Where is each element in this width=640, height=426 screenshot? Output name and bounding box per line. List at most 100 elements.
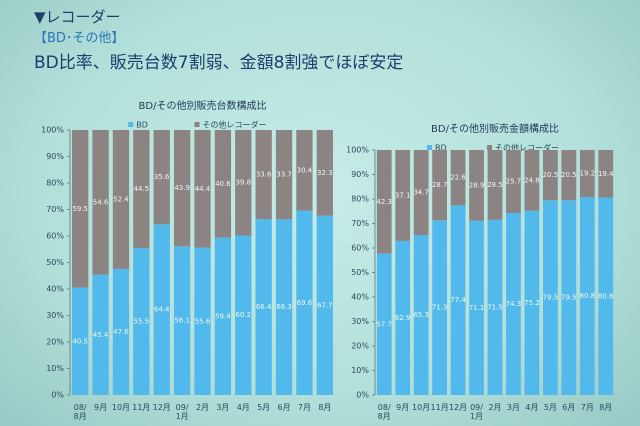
bar-segment (72, 287, 89, 395)
subsection-title: 【BD･その他】 (34, 31, 125, 46)
bar-segment (432, 220, 447, 395)
x-tick-label: 7月 (297, 403, 311, 412)
value-label: 64.4 (154, 306, 170, 314)
value-label: 80.8 (580, 292, 596, 300)
bar-segment (487, 219, 503, 395)
x-tick-label: 5月 (257, 403, 271, 412)
value-label: 80.6 (598, 292, 614, 300)
x-tick-label: 5月 (543, 403, 557, 412)
y-tick-label: 10% (46, 364, 64, 373)
y-tick-label: 50% (351, 268, 369, 277)
y-tick-label: 60% (351, 244, 369, 253)
y-tick-label: 80% (46, 179, 64, 188)
x-tick-label: 08/ 8月 (377, 403, 391, 421)
bar-segment (92, 130, 109, 275)
value-label: 28.7 (432, 181, 448, 189)
y-tick-label: 70% (46, 205, 64, 214)
y-tick-label: 100% (346, 146, 369, 155)
x-tick-label: 8月 (318, 403, 332, 412)
bar-segment (561, 150, 577, 201)
value-label: 60.2 (235, 311, 251, 319)
x-tick-label: 9月 (94, 403, 108, 412)
value-label: 55.6 (195, 317, 211, 325)
y-tick-label: 20% (351, 342, 369, 351)
bar-segment (432, 150, 447, 221)
bar-segment (543, 150, 558, 201)
y-tick-label: 90% (351, 170, 369, 179)
bar-segment (395, 240, 411, 395)
bar-segment (235, 235, 252, 395)
x-tick-label: 4月 (236, 403, 250, 412)
x-tick-label: 08/ 8月 (73, 403, 87, 421)
legend-swatch (487, 145, 492, 150)
x-tick-label: 3月 (216, 403, 230, 412)
value-label: 45.4 (93, 331, 109, 339)
x-tick-label: 10月 (111, 403, 131, 412)
bar-segment (395, 150, 411, 241)
bar-segment (376, 253, 392, 395)
bar-segment (214, 237, 232, 395)
bar-segment (543, 200, 558, 395)
bar-segment (275, 130, 293, 220)
bar-segment (376, 150, 392, 254)
value-label: 65.3 (413, 311, 429, 319)
headline: BD比率、販売台数7割弱、金額8割強でほぼ安定 (34, 53, 404, 73)
legend-swatch (427, 145, 432, 150)
bar-segment (235, 130, 252, 236)
bar-segment (579, 197, 595, 395)
value-label: 77.4 (450, 296, 466, 304)
legend-label: その他レコーダー (203, 120, 267, 130)
bar-segment (296, 130, 313, 211)
value-label: 75.2 (524, 299, 540, 307)
bar-segment (112, 268, 130, 395)
value-label: 19.4 (598, 170, 614, 178)
value-label: 57.7 (376, 320, 392, 328)
legend-label: BD (435, 144, 447, 153)
y-tick-label: 30% (46, 311, 64, 320)
bar-segment (561, 200, 577, 395)
value-label: 59.4 (215, 312, 231, 320)
bar-segment (524, 210, 540, 395)
value-label: 67.7 (317, 301, 333, 309)
x-tick-label: 11月 (132, 403, 151, 412)
value-label: 69.6 (297, 299, 313, 307)
value-label: 74.3 (506, 300, 522, 308)
value-label: 54.6 (93, 198, 109, 206)
y-tick-label: 20% (46, 338, 64, 347)
section-title: ▼レコーダー (34, 8, 121, 26)
x-tick-label: 11月 (430, 403, 449, 412)
value-label: 56.1 (174, 317, 190, 325)
value-label: 22.6 (450, 174, 466, 182)
bar-segment (469, 220, 484, 395)
x-tick-label: 09/ 1月 (469, 403, 484, 421)
x-tick-label: 12月 (448, 403, 468, 412)
bar-segment (506, 150, 521, 213)
value-label: 71.3 (432, 304, 448, 312)
bar-segment (598, 197, 614, 395)
bar-segment (112, 130, 130, 269)
bar-segment (153, 130, 170, 225)
bar-segment (194, 130, 211, 248)
value-label: 71.5 (487, 303, 503, 311)
value-label: 42.3 (376, 198, 392, 206)
y-tick-label: 60% (46, 232, 64, 241)
bar-segment (133, 247, 150, 395)
bar-segment (579, 150, 595, 198)
bar-segment (296, 210, 313, 395)
bar-segment (487, 150, 503, 220)
y-tick-label: 40% (351, 293, 369, 302)
value-label: 55.5 (134, 317, 150, 325)
value-label: 71.1 (469, 304, 485, 312)
bar-segment (316, 215, 333, 395)
value-label: 79.5 (543, 294, 559, 302)
y-tick-label: 70% (351, 219, 369, 228)
y-tick-label: 50% (46, 258, 64, 267)
x-tick-label: 2月 (195, 403, 210, 412)
y-tick-label: 10% (351, 366, 369, 375)
y-tick-label: 40% (46, 285, 64, 294)
bar-segment (173, 246, 191, 395)
bar-segment (255, 130, 272, 220)
chart-title: BD/その他別販売金額構成比 (431, 122, 559, 135)
